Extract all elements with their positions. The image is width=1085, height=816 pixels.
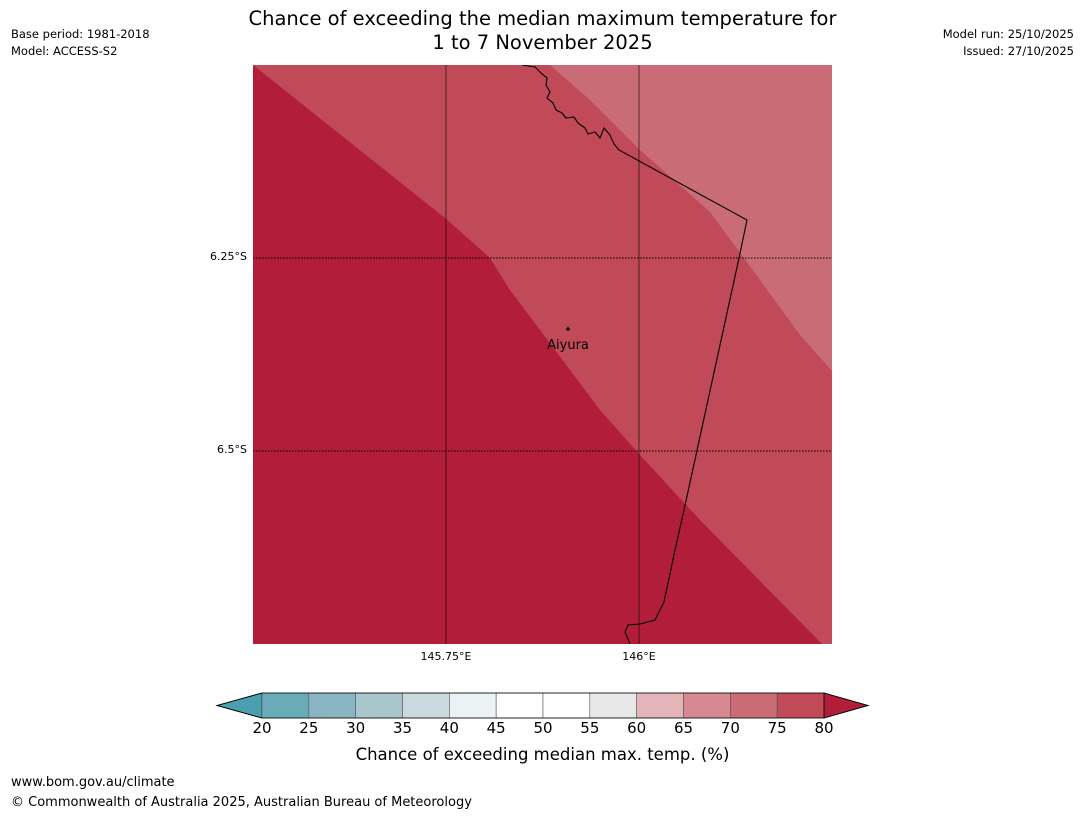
colorbar-segment — [542, 692, 591, 719]
issued-text: Issued: 27/10/2025 — [963, 43, 1074, 58]
title-line-1: Chance of exceeding the median maximum t… — [248, 7, 837, 30]
lon-label-145-75: 145.75°E — [420, 650, 472, 663]
meta-right: Model run: 25/10/2025 Issued: 27/10/2025 — [943, 26, 1074, 59]
lat-label-6-5: 6.5°S — [217, 443, 247, 456]
colorbar-segment — [355, 692, 403, 719]
colorbar-under-extension — [215, 692, 263, 719]
colorbar-segment — [261, 692, 310, 719]
region-70-75 — [253, 65, 832, 644]
model-text: Model: ACCESS-S2 — [11, 43, 118, 58]
colorbar-segment — [636, 692, 684, 719]
base-period-text: Base period: 1981-2018 — [11, 27, 150, 41]
colorbar-segment — [495, 692, 544, 719]
colorbar-tick-label: 55 — [580, 719, 600, 737]
region-65-70 — [522, 65, 832, 371]
colorbar-segment — [449, 692, 497, 719]
title-line-2: 1 to 7 November 2025 — [432, 31, 653, 54]
colorbar-segment — [402, 692, 450, 719]
colorbar-tick-label: 40 — [439, 719, 459, 737]
colorbar-label: Chance of exceeding median max. temp. (%… — [355, 745, 730, 764]
footer-url: www.bom.gov.au/climate — [11, 775, 175, 790]
colorbar-tick-label: 70 — [720, 719, 740, 737]
lon-label-146: 146°E — [622, 650, 656, 663]
colorbar-outline — [215, 692, 870, 719]
colorbar-tick-label: 30 — [346, 719, 366, 737]
colorbar — [215, 692, 870, 719]
colorbar-tick-label: 50 — [533, 719, 553, 737]
map-area: Aiyura — [253, 65, 832, 644]
colorbar-tick-label: 75 — [767, 719, 787, 737]
colorbar-segment — [730, 692, 778, 719]
colorbar-tick-label: 60 — [627, 719, 647, 737]
aiyura-marker — [566, 327, 570, 331]
colorbar-segment — [683, 692, 731, 719]
lat-label-6-25: 6.25°S — [210, 250, 247, 263]
colorbar-tick-label: 80 — [814, 719, 834, 737]
colorbar-segment — [776, 692, 825, 719]
place-label-aiyura: Aiyura — [547, 338, 589, 353]
colorbar-tick-label: 20 — [252, 719, 272, 737]
colorbar-tick-label: 65 — [673, 719, 694, 737]
colorbar-segment — [308, 692, 356, 719]
colorbar-over-extension — [823, 692, 870, 719]
footer-copyright: © Commonwealth of Australia 2025, Austra… — [11, 795, 472, 810]
colorbar-tick-label: 25 — [299, 719, 319, 737]
chart-title: Chance of exceeding the median maximum t… — [0, 7, 1085, 55]
colorbar-tick-label: 45 — [486, 719, 506, 737]
meta-left: Base period: 1981-2018 Model: ACCESS-S2 — [11, 26, 150, 59]
model-run-text: Model run: 25/10/2025 — [942, 27, 1074, 41]
border-line — [521, 65, 748, 644]
colorbar-tick-label: 35 — [392, 719, 413, 737]
colorbar-segment — [589, 692, 637, 719]
